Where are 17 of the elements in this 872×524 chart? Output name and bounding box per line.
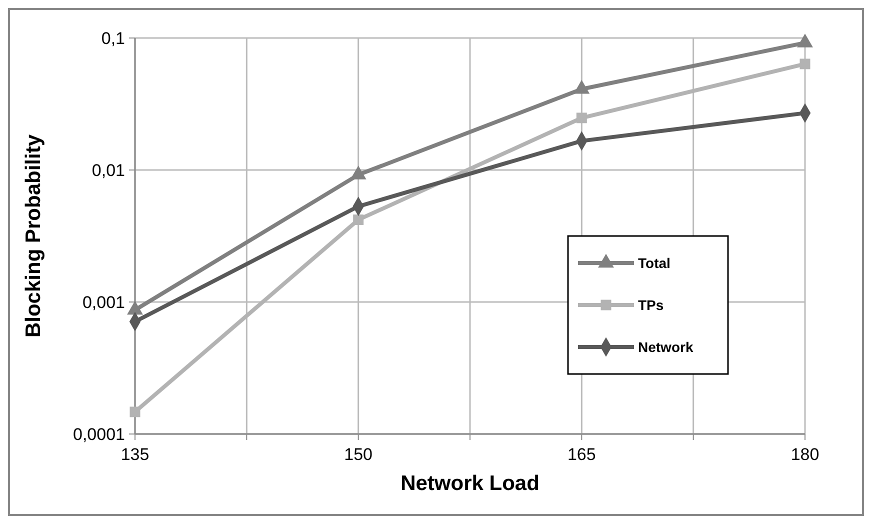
y-axis-title: Blocking Probability — [22, 134, 45, 338]
legend-label: Network — [638, 339, 694, 355]
point — [130, 406, 140, 418]
y-tick-label: 0,01 — [92, 161, 125, 180]
legend-label: Total — [638, 255, 670, 271]
legend-label: TPs — [638, 297, 664, 313]
x-tick-label: 165 — [567, 445, 596, 464]
x-axis-title: Network Load — [400, 472, 540, 495]
point — [800, 58, 810, 70]
point — [576, 112, 587, 124]
y-tick-label: 0,0001 — [73, 425, 125, 444]
point — [353, 214, 364, 225]
y-tick-label: 0,001 — [82, 293, 125, 312]
x-tick-label: 150 — [344, 445, 373, 464]
x-tick-label: 180 — [790, 445, 820, 464]
y-tick-label: 0,1 — [101, 29, 125, 48]
x-tick-label: 135 — [120, 445, 150, 464]
